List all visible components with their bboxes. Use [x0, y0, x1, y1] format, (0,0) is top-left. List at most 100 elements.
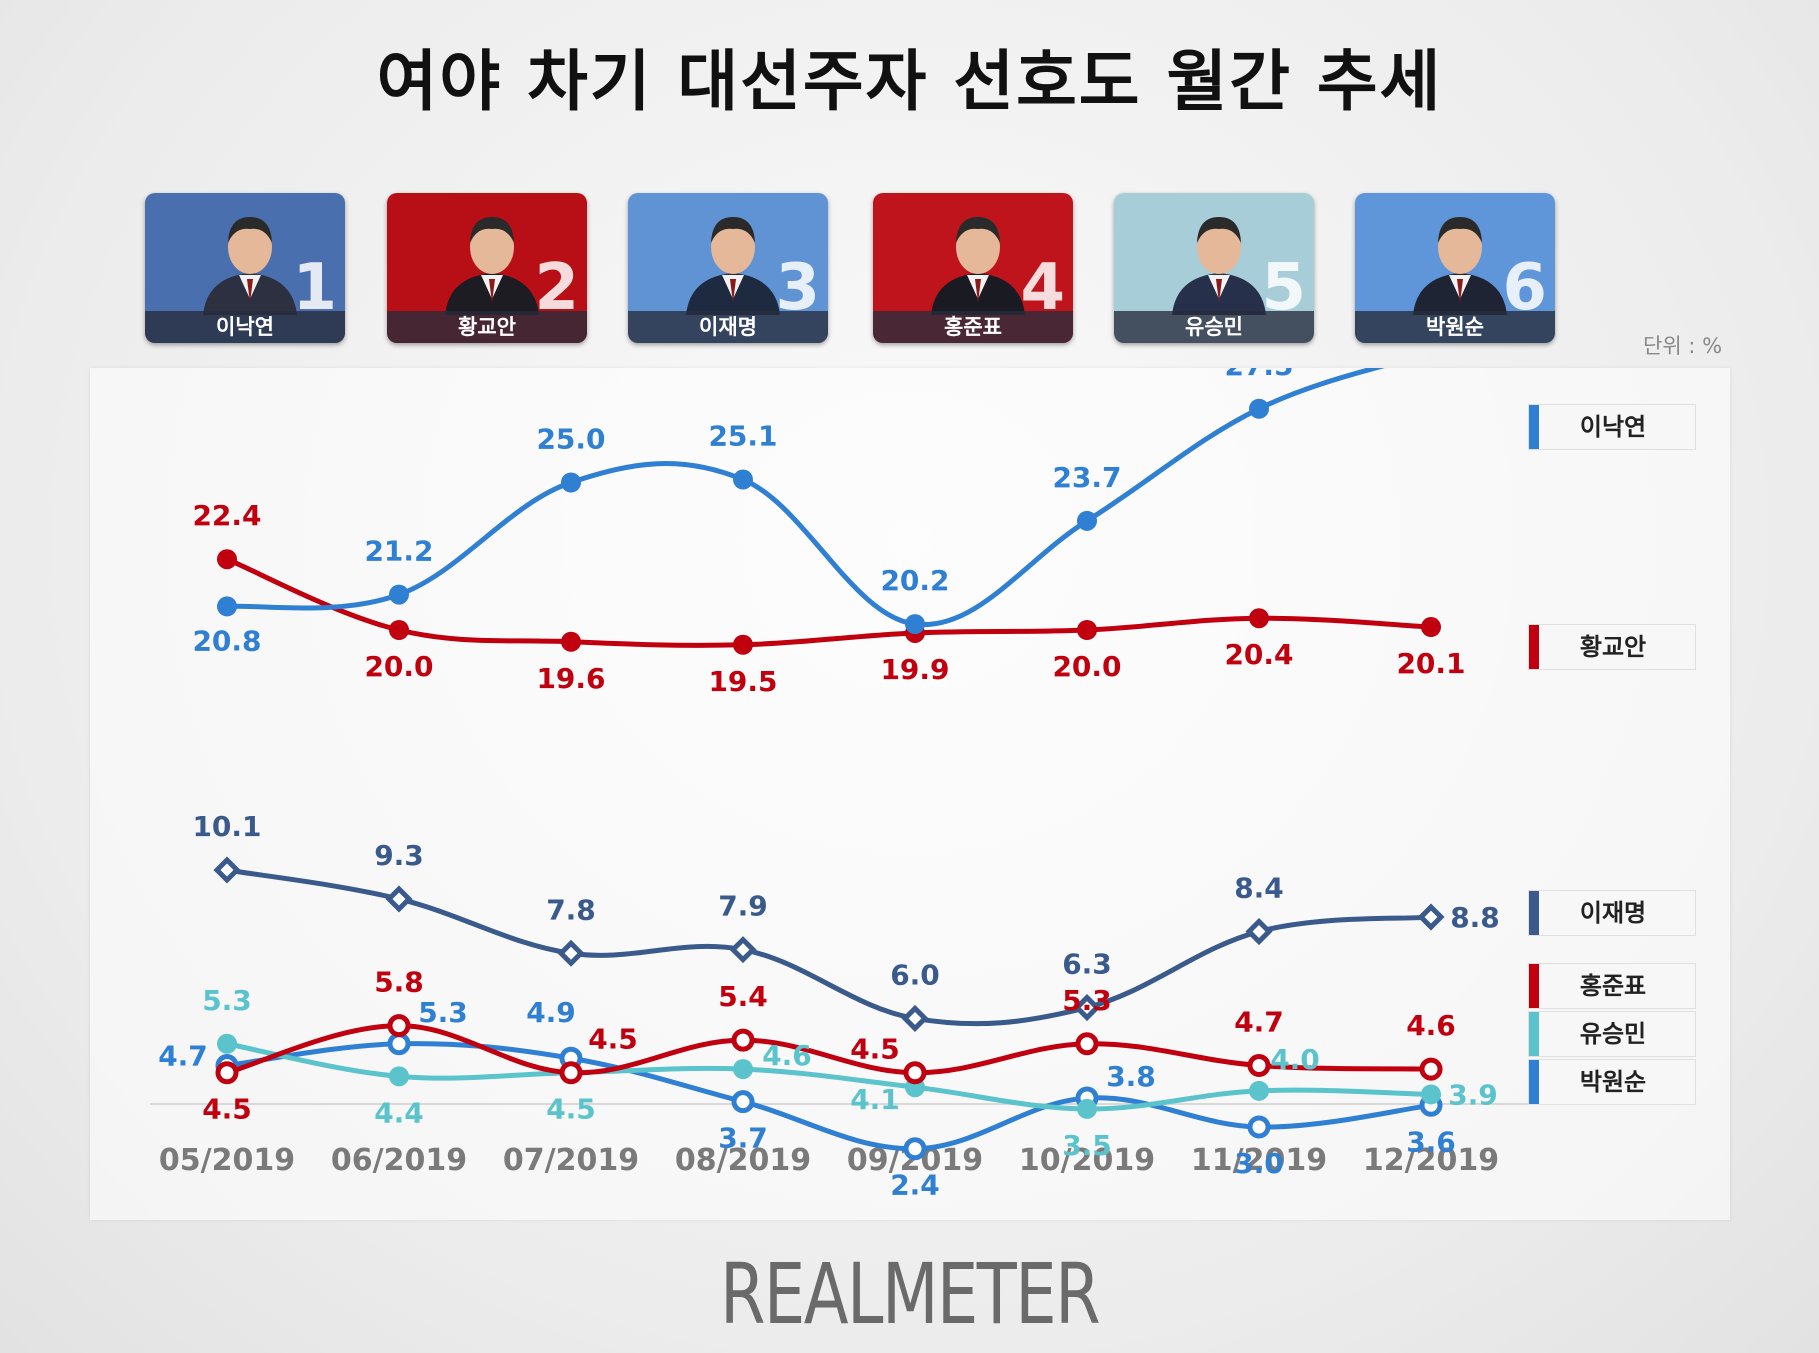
data-label: 7.9: [718, 890, 768, 923]
series-line: [224, 1041, 1434, 1152]
data-label: 20.2: [880, 564, 949, 597]
x-tick-label: 08/2019: [675, 1143, 811, 1178]
data-label: 6.3: [1062, 948, 1112, 981]
x-tick-label: 11/2019: [1191, 1143, 1327, 1178]
line-chart: 05/2019 06/2019 07/2019 08/2019 09/2019 10/20…: [150, 368, 1655, 1202]
data-label: 4.7: [158, 1039, 208, 1072]
legend-swatch: [1529, 625, 1539, 669]
x-tick-label: 07/2019: [503, 1143, 639, 1178]
data-label: 3.0: [1234, 1147, 1284, 1180]
data-point: [903, 1061, 927, 1085]
x-tick-label: 10/2019: [1019, 1143, 1155, 1178]
data-label: 3.5: [1062, 1129, 1112, 1162]
data-point: [217, 596, 237, 617]
data-label: 5.3: [418, 996, 468, 1029]
data-point: [387, 1032, 411, 1056]
data-point: [905, 614, 925, 635]
candidate-cards: 1 이낙연 2 황교안 3 이재명 4 홍준표 5 유승민 6 박원순: [0, 193, 1819, 343]
data-point: [1421, 617, 1441, 638]
data-label: 8.4: [1234, 872, 1284, 905]
legend-swatch: [1529, 964, 1539, 1008]
legend-swatch: [1529, 891, 1539, 935]
legend-item: 이낙연: [1528, 404, 1696, 450]
data-label: 19.6: [536, 662, 605, 695]
data-label: 19.5: [708, 665, 777, 698]
data-point: [1245, 918, 1273, 946]
data-label: 20.1: [1396, 647, 1465, 680]
series-line: [224, 1041, 1434, 1112]
candidate-card: 5 유승민: [1114, 193, 1314, 343]
legend-label: 황교안: [1579, 633, 1647, 661]
portrait-icon: [445, 217, 539, 315]
data-label: 19.9: [880, 653, 949, 686]
data-label: 20.8: [192, 624, 261, 657]
data-label: 20.0: [364, 650, 433, 683]
data-point: [389, 584, 409, 605]
data-label: 5.3: [1062, 984, 1112, 1017]
data-label: 4.5: [850, 1033, 900, 1066]
legend-swatch: [1529, 1012, 1539, 1056]
series-line: [224, 1023, 1434, 1076]
data-label: 20.4: [1224, 638, 1293, 671]
data-label: 4.0: [1270, 1043, 1320, 1076]
legend-label: 박원순: [1579, 1068, 1647, 1096]
candidate-card: 4 홍준표: [873, 193, 1073, 343]
legend-label: 홍준표: [1579, 972, 1647, 1000]
data-label: 10.1: [192, 810, 261, 843]
data-point: [729, 936, 757, 964]
data-label: 4.5: [202, 1093, 252, 1126]
legend-item: 홍준표: [1528, 963, 1696, 1009]
data-label: 4.1: [850, 1083, 900, 1116]
data-label: 21.2: [364, 535, 433, 568]
data-point: [217, 1033, 237, 1054]
data-label: 27.5: [1224, 368, 1293, 382]
data-point: [1421, 1084, 1441, 1105]
data-point: [733, 1059, 753, 1080]
data-point: [733, 634, 753, 655]
data-label: 5.8: [374, 966, 424, 999]
series-line: [224, 867, 1434, 1027]
data-point: [559, 1061, 583, 1085]
data-label: 3.6: [1406, 1125, 1456, 1158]
data-label: 3.9: [1448, 1078, 1498, 1111]
data-label: 6.0: [890, 958, 940, 991]
portrait-icon: [203, 217, 297, 315]
data-point: [215, 1061, 239, 1085]
x-tick-label: 06/2019: [331, 1143, 467, 1178]
data-label: 4.4: [374, 1096, 424, 1129]
legend-label: 유승민: [1579, 1020, 1647, 1048]
x-tick-label: 12/2019: [1363, 1143, 1499, 1178]
data-point: [1073, 994, 1101, 1022]
chart-title: 여야 차기 대선주자 선호도 월간 추세: [376, 43, 1443, 120]
data-point: [1247, 1115, 1271, 1139]
data-point: [731, 1028, 755, 1052]
data-point: [1249, 608, 1269, 629]
legend-swatch: [1529, 405, 1539, 449]
data-point: [1249, 1080, 1269, 1101]
data-point: [1077, 510, 1097, 531]
chart-panel: 05/2019 06/2019 07/2019 08/2019 09/2019 10/20…: [90, 368, 1730, 1220]
data-point: [213, 856, 241, 884]
data-label: 5.4: [718, 980, 768, 1013]
data-label: 4.7: [1234, 1005, 1284, 1038]
data-point: [731, 1090, 755, 1114]
data-label: 25.0: [536, 423, 605, 456]
data-point: [217, 549, 237, 570]
candidate-name: 홍준표: [873, 311, 1073, 343]
data-label: 4.5: [588, 1023, 638, 1056]
data-label: 7.8: [546, 893, 596, 926]
portrait-icon: [686, 217, 780, 315]
data-label: 2.4: [890, 1169, 940, 1202]
data-point: [389, 620, 409, 640]
data-label: 22.4: [192, 499, 261, 532]
legend-item: 이재명: [1528, 890, 1696, 936]
data-point: [557, 939, 585, 967]
candidate-name: 이재명: [628, 311, 828, 343]
portrait-icon: [1413, 217, 1507, 315]
brand-logo: REALMETER: [719, 1245, 1101, 1343]
candidate-card: 6 박원순: [1355, 193, 1555, 343]
legend-label: 이낙연: [1579, 413, 1647, 441]
legend-item: 황교안: [1528, 624, 1696, 670]
data-point: [903, 1137, 927, 1161]
data-label: 25.1: [708, 420, 777, 453]
